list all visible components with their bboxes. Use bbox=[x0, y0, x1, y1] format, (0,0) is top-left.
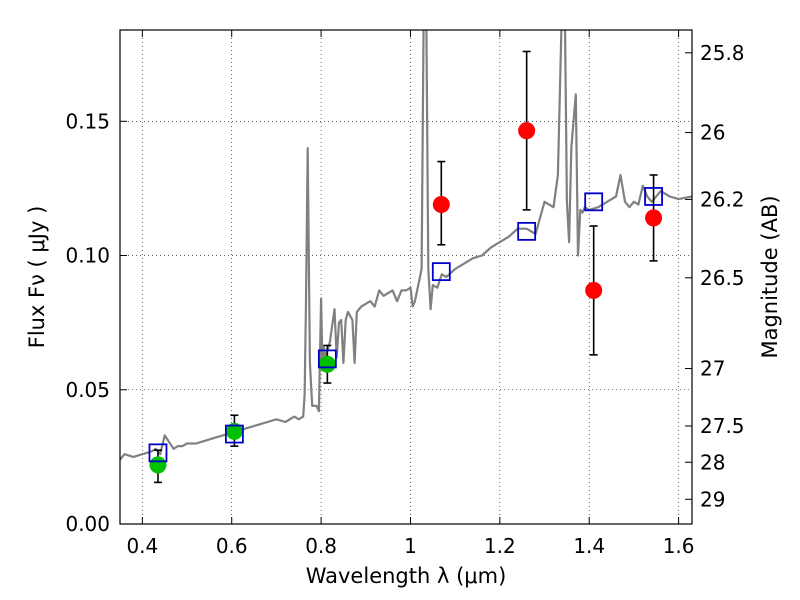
magnitude-tick-label: 28 bbox=[700, 450, 725, 474]
red-data-point bbox=[518, 122, 536, 140]
y-tick-label: 0.10 bbox=[65, 244, 110, 268]
model-spectrum-line bbox=[120, 30, 692, 461]
x-tick-label: 0.4 bbox=[126, 534, 158, 558]
grid-lines bbox=[120, 30, 692, 524]
magnitude-tick-label: 26.5 bbox=[700, 266, 745, 290]
y-axis-label: Flux Fν ( μJy ) bbox=[25, 206, 49, 349]
x-tick-label: 1.4 bbox=[573, 534, 605, 558]
axis-ticks: 0.4 0.6 0.8 1 1.2 1.4 1.6 0.00 0.05 0.10 0.15 25.8 2… bbox=[65, 30, 745, 558]
red-data-point bbox=[585, 281, 603, 299]
x-tick-label: 1.2 bbox=[484, 534, 516, 558]
y-tick-label: 0.15 bbox=[65, 109, 110, 133]
green-data-point bbox=[318, 355, 336, 373]
y-tick-label: 0.05 bbox=[65, 378, 110, 402]
red-data-point bbox=[645, 209, 663, 227]
magnitude-tick-label: 29 bbox=[700, 487, 725, 511]
magnitude-tick-label: 27 bbox=[700, 357, 725, 381]
x-tick-label: 1 bbox=[404, 534, 417, 558]
model-square-point bbox=[584, 192, 604, 212]
right-axis-label: Magnitude (AB) bbox=[758, 195, 782, 358]
plot-frame bbox=[119, 29, 693, 525]
photometry-points bbox=[148, 50, 663, 484]
x-tick-label: 1.6 bbox=[663, 534, 695, 558]
y-tick-label: 0.00 bbox=[65, 512, 110, 536]
model-square-point bbox=[517, 221, 537, 241]
magnitude-tick-label: 27.5 bbox=[700, 414, 745, 438]
model-square-point bbox=[148, 443, 168, 463]
magnitude-tick-label: 25.8 bbox=[700, 41, 745, 65]
magnitude-tick-label: 26.2 bbox=[700, 187, 745, 211]
model-square-point bbox=[644, 187, 663, 206]
x-tick-label: 0.6 bbox=[216, 534, 248, 558]
red-data-point bbox=[432, 196, 450, 214]
x-axis-label: Wavelength λ (μm) bbox=[306, 564, 507, 588]
green-data-point bbox=[149, 456, 167, 474]
magnitude-tick-label: 26 bbox=[700, 121, 725, 145]
model-square-point bbox=[317, 349, 337, 369]
model-square-point bbox=[224, 424, 244, 444]
model-spectrum bbox=[120, 30, 692, 461]
model-square-point bbox=[431, 262, 451, 282]
x-tick-label: 0.8 bbox=[305, 534, 337, 558]
